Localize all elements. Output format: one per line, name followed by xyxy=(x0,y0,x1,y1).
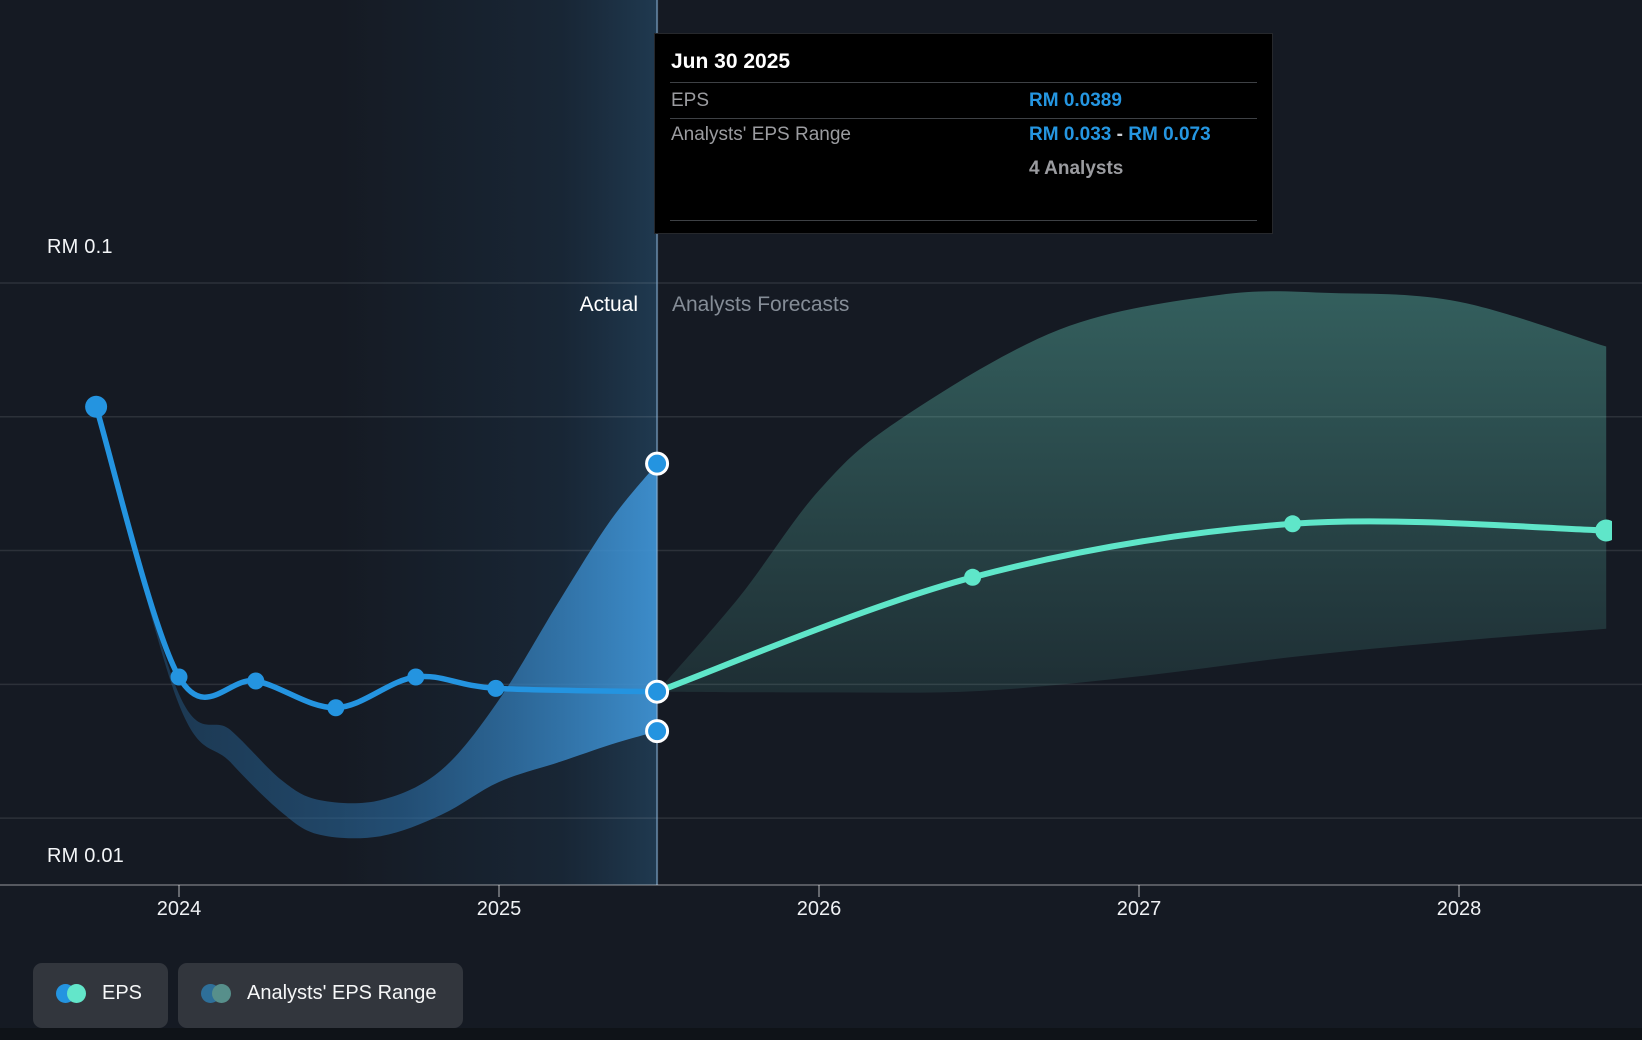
forecast-eps-point[interactable] xyxy=(964,568,982,586)
x-axis xyxy=(0,884,1642,897)
tooltip-range-min: RM 0.033 xyxy=(1029,124,1112,145)
tooltip-analyst-count: 4 Analysts xyxy=(1029,158,1124,179)
tooltip-date: Jun 30 2025 xyxy=(671,50,791,73)
actual-eps-range-band xyxy=(96,406,658,839)
legend-item-label: Analysts' EPS Range xyxy=(247,982,437,1004)
x-tick-label: 2025 xyxy=(476,898,522,920)
zone-label-actual: Actual xyxy=(579,293,638,316)
x-tick-label: 2026 xyxy=(796,898,842,920)
legend-item-eps[interactable]: EPS xyxy=(33,963,169,1028)
tooltip-divider xyxy=(670,82,1257,83)
tooltip-divider xyxy=(670,118,1257,119)
divider-marker-point[interactable] xyxy=(645,451,670,476)
tooltip-eps-value: RM 0.0389 xyxy=(1029,90,1122,111)
actual-eps-point[interactable] xyxy=(487,679,505,697)
legend-item-eps-range[interactable]: Analysts' EPS Range xyxy=(178,963,463,1028)
tooltip-range-label: Analysts' EPS Range xyxy=(671,124,851,145)
forecast-eps-point[interactable] xyxy=(1595,519,1617,542)
eps-range-legend-icon xyxy=(201,984,232,1003)
forecast-eps-range-band xyxy=(657,291,1607,693)
forecast-eps-line xyxy=(654,518,1610,695)
data-point-markers xyxy=(85,395,1617,744)
tooltip-divider xyxy=(670,220,1257,221)
bottom-edge-strip xyxy=(0,1028,1642,1040)
tooltip-range-max: RM 0.073 xyxy=(1128,124,1211,145)
actual-eps-point[interactable] xyxy=(407,668,425,686)
forecast-eps-point[interactable] xyxy=(1284,515,1302,533)
eps-legend-icon xyxy=(56,984,86,1003)
actual-eps-point[interactable] xyxy=(327,699,345,717)
actual-eps-point[interactable] xyxy=(170,668,188,686)
x-tick-label: 2028 xyxy=(1436,898,1482,920)
y-axis-bottom-label: RM 0.01 xyxy=(47,845,124,867)
divider-marker-point[interactable] xyxy=(645,719,670,744)
x-tick-label: 2024 xyxy=(156,898,202,920)
tooltip-eps-label: EPS xyxy=(671,90,710,111)
x-tick-label: 2027 xyxy=(1116,898,1162,920)
tooltip-range-value: RM 0.033 - RM 0.073 xyxy=(1029,124,1211,146)
chart-legend: EPS Analysts' EPS Range xyxy=(33,963,463,1028)
y-axis-top-label: RM 0.1 xyxy=(47,236,113,258)
zone-label-forecast: Analysts Forecasts xyxy=(672,293,850,316)
divider-marker-point[interactable] xyxy=(645,679,670,704)
actual-eps-point[interactable] xyxy=(85,395,108,418)
actual-eps-point[interactable] xyxy=(247,672,265,690)
tooltip-range-separator: - xyxy=(1116,124,1123,145)
chart-tooltip: Jun 30 2025 EPS RM 0.0389 Analysts' EPS … xyxy=(654,33,1273,234)
legend-item-label: EPS xyxy=(102,982,143,1004)
